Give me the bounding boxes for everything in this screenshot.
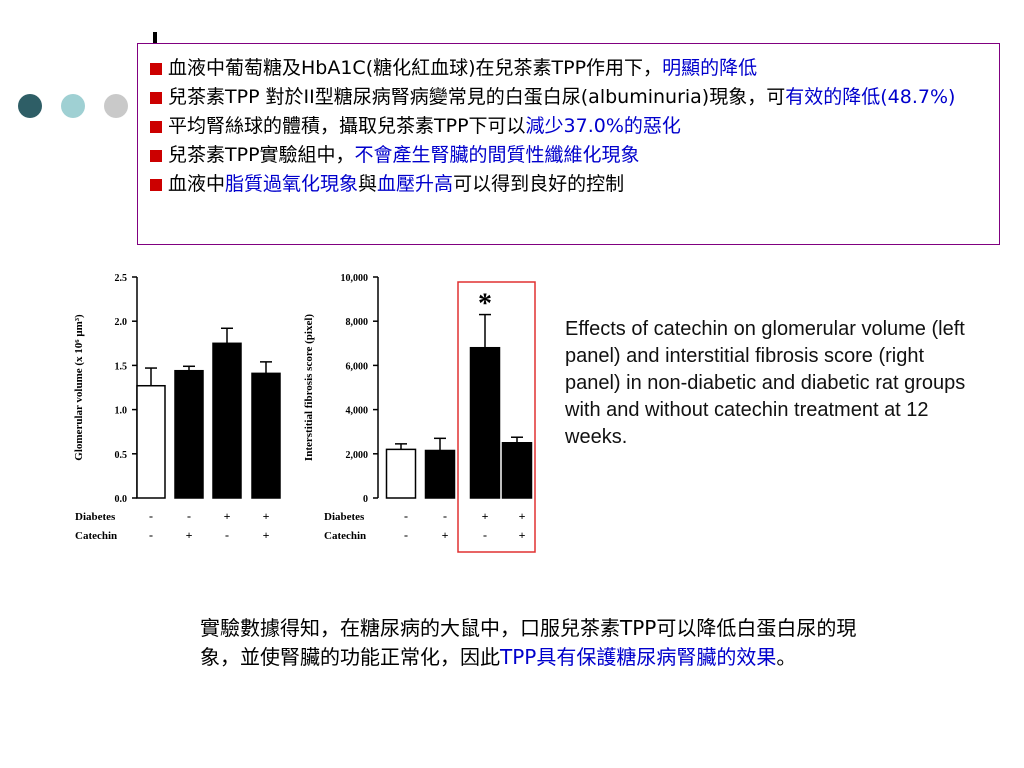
condition-value: + (186, 528, 193, 542)
condition-value: + (442, 528, 449, 542)
y-axis-label: Interstitial fibrosis score (pixel) (303, 314, 315, 461)
dot (104, 94, 128, 118)
y-tick-label: 2.5 (115, 273, 128, 284)
y-tick-label: 0.5 (115, 450, 128, 461)
y-tick-label: 2,000 (346, 450, 369, 461)
bar (212, 342, 242, 499)
bullet: 血液中葡萄糖及HbA1C(糖化紅血球)在兒茶素TPP作用下，明顯的降低 (148, 54, 989, 83)
y-tick-label: 10,000 (341, 273, 369, 284)
bar (469, 346, 501, 499)
text-segment: 明顯的降低 (662, 57, 758, 79)
bar (136, 384, 166, 499)
mark (153, 32, 157, 44)
condition-value: - (149, 509, 153, 523)
dot (61, 94, 85, 118)
dot (18, 94, 42, 118)
bullet: 平均腎絲球的體積，攝取兒茶素TPP下可以減少37.0%的惡化 (148, 112, 989, 141)
text-segment: 兒茶素TPP 對於II型糖尿病腎病變常見的白蛋白尿(albuminuria)現象… (168, 86, 786, 108)
condition-value: + (224, 509, 231, 523)
y-tick-label: 0.0 (115, 494, 128, 505)
conclusion: 實驗數據得知，在糖尿病的大鼠中，口服兒茶素TPP可以降低白蛋白尿的現象，並使腎臟… (200, 614, 895, 672)
condition-label: Diabetes (324, 511, 365, 523)
text-segment: 實驗數據得知，在糖尿病的大鼠中，口服兒茶素TPP可以降低白蛋白尿的現象，並使腎臟… (200, 616, 857, 669)
text-segment: 可以得到良好的控制 (453, 173, 625, 195)
condition-value: - (404, 528, 408, 542)
text-segment: TPP具有保護糖尿病腎臟的效果 (500, 645, 777, 669)
condition-value: + (519, 509, 526, 523)
condition-value: - (149, 528, 153, 542)
condition-label: Catechin (324, 530, 366, 542)
caption: Effects of catechin on glomerular volume… (565, 318, 966, 448)
text-segment: 與 (358, 173, 378, 195)
y-tick-label: 6,000 (346, 361, 369, 372)
text-segment: 有效的降低(48.7%) (785, 86, 956, 108)
bullet-marker (150, 150, 162, 162)
text-segment: 不會產生腎臟的間質性纖維化現象 (354, 144, 640, 166)
condition-value: + (263, 528, 270, 542)
bar (174, 369, 204, 499)
condition-value: + (519, 528, 526, 542)
text-segment: 血液中葡萄糖及HbA1C(糖化紅血球)在兒茶素TPP作用下， (168, 57, 663, 79)
bullet: 血液中脂質過氧化現象與血壓升高可以得到良好的控制 (148, 170, 989, 199)
y-tick-label: 2.0 (115, 317, 128, 328)
condition-value: + (263, 509, 270, 523)
text-segment: 血壓升高 (377, 173, 454, 195)
y-axis-label: Glomerular volume (x 10⁶ μm³) (73, 314, 85, 461)
bar (385, 448, 417, 499)
text-segment: 血液中 (168, 173, 226, 195)
bar (501, 442, 533, 499)
condition-value: - (225, 528, 229, 542)
text-segment: 。 (776, 645, 797, 669)
y-tick-label: 4,000 (346, 406, 369, 417)
text-segment: 兒茶素TPP實驗組中， (168, 144, 355, 166)
text-segment: 減少37.0%的惡化 (525, 115, 681, 137)
bullet: 兒茶素TPP實驗組中，不會產生腎臟的間質性纖維化現象 (148, 141, 989, 170)
condition-value: - (443, 509, 447, 523)
bar (424, 449, 456, 499)
bullet-marker (150, 92, 162, 104)
bullet-marker (150, 121, 162, 133)
bar (251, 372, 281, 499)
y-tick-label: 1.0 (115, 406, 128, 417)
highlight-box (457, 281, 536, 553)
y-tick-label: 8,000 (346, 317, 369, 328)
text-segment: 脂質過氧化現象 (225, 173, 359, 195)
bullet-marker (150, 179, 162, 191)
text-segment: 平均腎絲球的體積，攝取兒茶素TPP下可以 (168, 115, 526, 137)
condition-label: Diabetes (75, 511, 116, 523)
y-tick-label: 1.5 (115, 361, 128, 372)
bullet-marker (150, 63, 162, 75)
annotation: * (478, 289, 492, 320)
condition-label: Catechin (75, 530, 117, 542)
condition-value: - (187, 509, 191, 523)
bullet-box: 血液中葡萄糖及HbA1C(糖化紅血球)在兒茶素TPP作用下，明顯的降低 兒茶素TP… (137, 43, 1000, 245)
condition-value: - (404, 509, 408, 523)
condition-value: - (483, 528, 487, 542)
condition-value: + (482, 509, 489, 523)
bullet: 兒茶素TPP 對於II型糖尿病腎病變常見的白蛋白尿(albuminuria)現象… (148, 83, 989, 112)
y-tick-label: 0 (363, 494, 368, 505)
